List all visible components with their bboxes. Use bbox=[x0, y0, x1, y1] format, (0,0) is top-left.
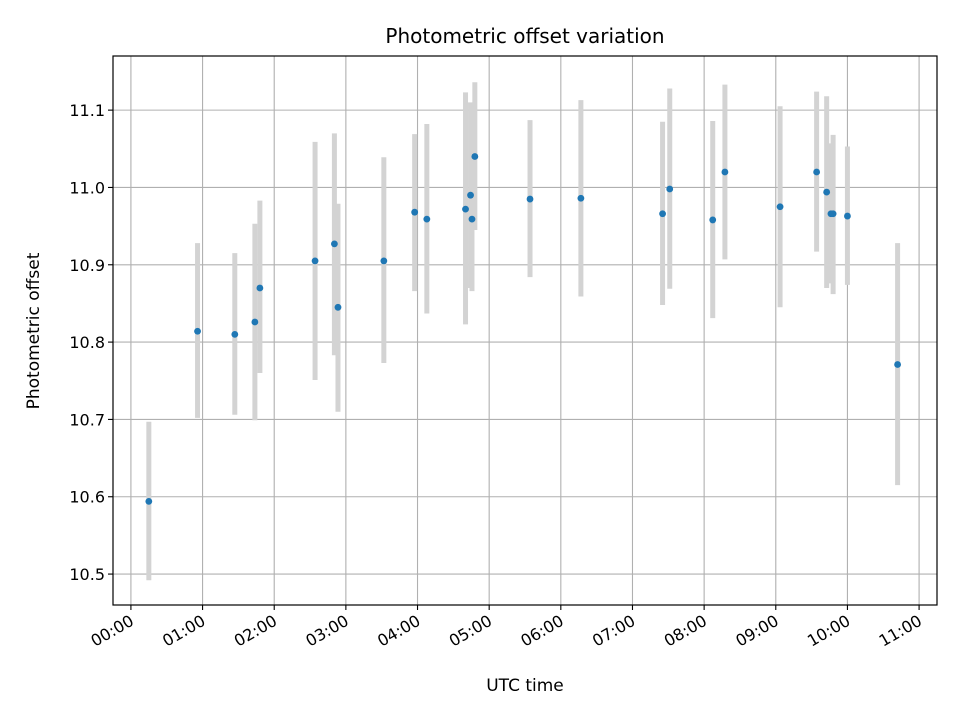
y-tick-label-0: 10.5 bbox=[69, 565, 105, 584]
x-axis-label: UTC time bbox=[486, 676, 564, 696]
data-point-23 bbox=[823, 188, 831, 196]
y-tick-label-5: 11.0 bbox=[69, 178, 105, 197]
data-point-15 bbox=[526, 195, 534, 203]
data-point-17 bbox=[659, 210, 666, 218]
data-point-21 bbox=[776, 203, 784, 211]
data-points bbox=[145, 153, 901, 505]
data-point-3 bbox=[251, 318, 259, 326]
data-point-16 bbox=[577, 194, 585, 202]
y-axis: 10.5 10.6 10.7 10.8 10.9 11.0 11.1 bbox=[69, 101, 113, 584]
plot-frame bbox=[112, 55, 938, 606]
data-point-4 bbox=[256, 284, 264, 292]
chart-title: Photometric offset variation bbox=[385, 24, 664, 48]
y-tick-label-4: 10.9 bbox=[69, 256, 105, 275]
grid-lines bbox=[113, 56, 937, 605]
data-point-25 bbox=[829, 210, 837, 218]
y-tick-label-3: 10.8 bbox=[69, 333, 105, 352]
data-point-1 bbox=[194, 327, 201, 335]
data-point-14 bbox=[471, 153, 479, 160]
data-point-2 bbox=[231, 330, 239, 338]
y-tick-label-1: 10.6 bbox=[69, 488, 105, 507]
data-point-20 bbox=[721, 168, 729, 176]
data-point-22 bbox=[813, 168, 821, 176]
data-point-18 bbox=[666, 185, 674, 193]
data-point-19 bbox=[709, 216, 717, 224]
data-point-7 bbox=[334, 303, 342, 311]
data-point-11 bbox=[462, 205, 469, 213]
data-point-9 bbox=[411, 208, 419, 216]
data-point-0 bbox=[145, 497, 153, 505]
data-point-8 bbox=[380, 257, 388, 265]
data-point-26 bbox=[844, 212, 851, 220]
data-point-5 bbox=[311, 257, 319, 265]
data-point-12 bbox=[467, 191, 474, 199]
data-point-10 bbox=[423, 215, 431, 223]
y-axis-label: Photometric offset bbox=[24, 252, 44, 409]
data-point-13 bbox=[468, 215, 476, 223]
data-point-27 bbox=[894, 361, 901, 368]
data-point-6 bbox=[331, 240, 338, 248]
y-tick-label-6: 11.1 bbox=[69, 101, 105, 120]
y-tick-label-2: 10.7 bbox=[69, 410, 105, 429]
